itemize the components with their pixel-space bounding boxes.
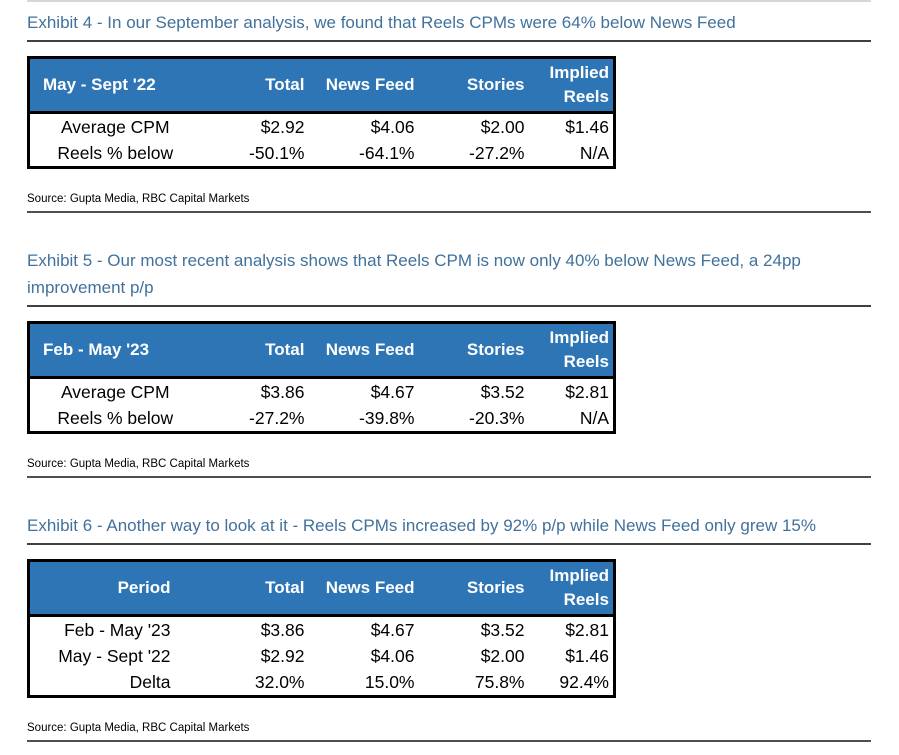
source-rule xyxy=(27,476,871,478)
table-cell: 92.4% xyxy=(559,672,609,692)
table-cell: $2.00 xyxy=(480,117,525,137)
column-header-implied-reels: Implied Reels xyxy=(549,566,609,609)
table-cell: N/A xyxy=(579,408,609,428)
table-cell: $2.81 xyxy=(565,382,609,402)
column-header-period: Period xyxy=(117,578,171,597)
column-header-stories: Stories xyxy=(466,340,525,359)
exhibit-4-table: May - Sept '22 Total News Feed Stories I… xyxy=(27,56,616,169)
column-header-period: May - Sept '22 xyxy=(43,75,156,94)
table-cell: $4.67 xyxy=(370,620,415,640)
source-note: Source: Gupta Media, RBC Capital Markets xyxy=(27,458,250,470)
table-cell: -39.8% xyxy=(359,408,415,428)
table-row: Reels % below -50.1% -64.1% -27.2% N/A xyxy=(29,140,615,168)
row-label: Average CPM xyxy=(60,117,170,137)
table-cell: 32.0% xyxy=(254,672,305,692)
column-header-implied-reels: Implied Reels xyxy=(549,63,609,106)
table-cell: $1.46 xyxy=(565,117,609,137)
exhibit-6-section: Exhibit 6 - Another way to look at it - … xyxy=(27,512,871,742)
exhibit-6-title-rule xyxy=(27,543,871,545)
top-divider xyxy=(27,0,871,2)
source-note: Source: Gupta Media, RBC Capital Markets xyxy=(27,722,250,734)
row-label: Reels % below xyxy=(57,408,174,428)
table-cell: $4.67 xyxy=(370,382,415,402)
exhibit-6-title: Exhibit 6 - Another way to look at it - … xyxy=(27,516,816,535)
table-row: May - Sept '22 $2.92 $4.06 $2.00 $1.46 xyxy=(29,643,615,669)
table-cell: 75.8% xyxy=(474,672,525,692)
table-row: Delta 32.0% 15.0% 75.8% 92.4% xyxy=(29,669,615,697)
table-cell: $2.92 xyxy=(260,117,305,137)
source-rule xyxy=(27,740,871,742)
column-header-total: Total xyxy=(265,340,305,359)
table-cell: $3.86 xyxy=(260,620,305,640)
column-header-total: Total xyxy=(265,578,305,597)
table-header-row: Period Total News Feed Stories Implied R… xyxy=(28,560,615,616)
table-cell: -27.2% xyxy=(249,408,305,428)
column-header-news-feed: News Feed xyxy=(325,340,415,359)
table-cell: $4.06 xyxy=(370,646,415,666)
source-rule xyxy=(27,211,871,213)
table-header-row: May - Sept '22 Total News Feed Stories I… xyxy=(28,57,615,113)
table-cell: $1.46 xyxy=(565,646,609,666)
exhibit-5-title-rule xyxy=(27,305,871,307)
row-label: Average CPM xyxy=(60,382,170,402)
table-cell: $3.52 xyxy=(480,382,525,402)
table-cell: $3.86 xyxy=(260,382,305,402)
row-label: Delta xyxy=(129,672,171,692)
table-cell: N/A xyxy=(579,143,609,163)
exhibit-5-section: Exhibit 5 - Our most recent analysis sho… xyxy=(27,247,871,478)
table-cell: -20.3% xyxy=(469,408,525,428)
column-header-total: Total xyxy=(265,75,305,94)
exhibit-6-table: Period Total News Feed Stories Implied R… xyxy=(27,559,616,698)
column-header-news-feed: News Feed xyxy=(325,578,415,597)
table-header-row: Feb - May '23 Total News Feed Stories Im… xyxy=(28,322,615,378)
table-cell: -64.1% xyxy=(359,143,415,163)
table-cell: $3.52 xyxy=(480,620,525,640)
table-cell: $2.81 xyxy=(565,620,609,640)
source-note: Source: Gupta Media, RBC Capital Markets xyxy=(27,193,250,205)
table-cell: 15.0% xyxy=(364,672,415,692)
column-header-stories: Stories xyxy=(466,75,525,94)
table-cell: $2.92 xyxy=(260,646,305,666)
row-label: Feb - May '23 xyxy=(64,620,171,640)
exhibit-4-section: Exhibit 4 - In our September analysis, w… xyxy=(27,9,871,213)
exhibit-4-title: Exhibit 4 - In our September analysis, w… xyxy=(27,13,736,32)
table-row: Average CPM $3.86 $4.67 $3.52 $2.81 xyxy=(29,378,615,406)
table-row: Average CPM $2.92 $4.06 $2.00 $1.46 xyxy=(29,113,615,141)
table-row: Reels % below -27.2% -39.8% -20.3% N/A xyxy=(29,405,615,433)
table-row: Feb - May '23 $3.86 $4.67 $3.52 $2.81 xyxy=(29,616,615,644)
table-cell: $2.00 xyxy=(480,646,525,666)
exhibit-5-table: Feb - May '23 Total News Feed Stories Im… xyxy=(27,321,616,434)
row-label: Reels % below xyxy=(57,143,174,163)
exhibit-5-title: Exhibit 5 - Our most recent analysis sho… xyxy=(27,251,801,297)
table-cell: $4.06 xyxy=(370,117,415,137)
table-cell: -50.1% xyxy=(249,143,305,163)
column-header-stories: Stories xyxy=(466,578,525,597)
column-header-implied-reels: Implied Reels xyxy=(549,328,609,371)
column-header-news-feed: News Feed xyxy=(325,75,415,94)
table-cell: -27.2% xyxy=(469,143,525,163)
row-label: May - Sept '22 xyxy=(58,646,171,666)
exhibit-4-title-rule xyxy=(27,40,871,42)
column-header-period: Feb - May '23 xyxy=(43,340,150,359)
